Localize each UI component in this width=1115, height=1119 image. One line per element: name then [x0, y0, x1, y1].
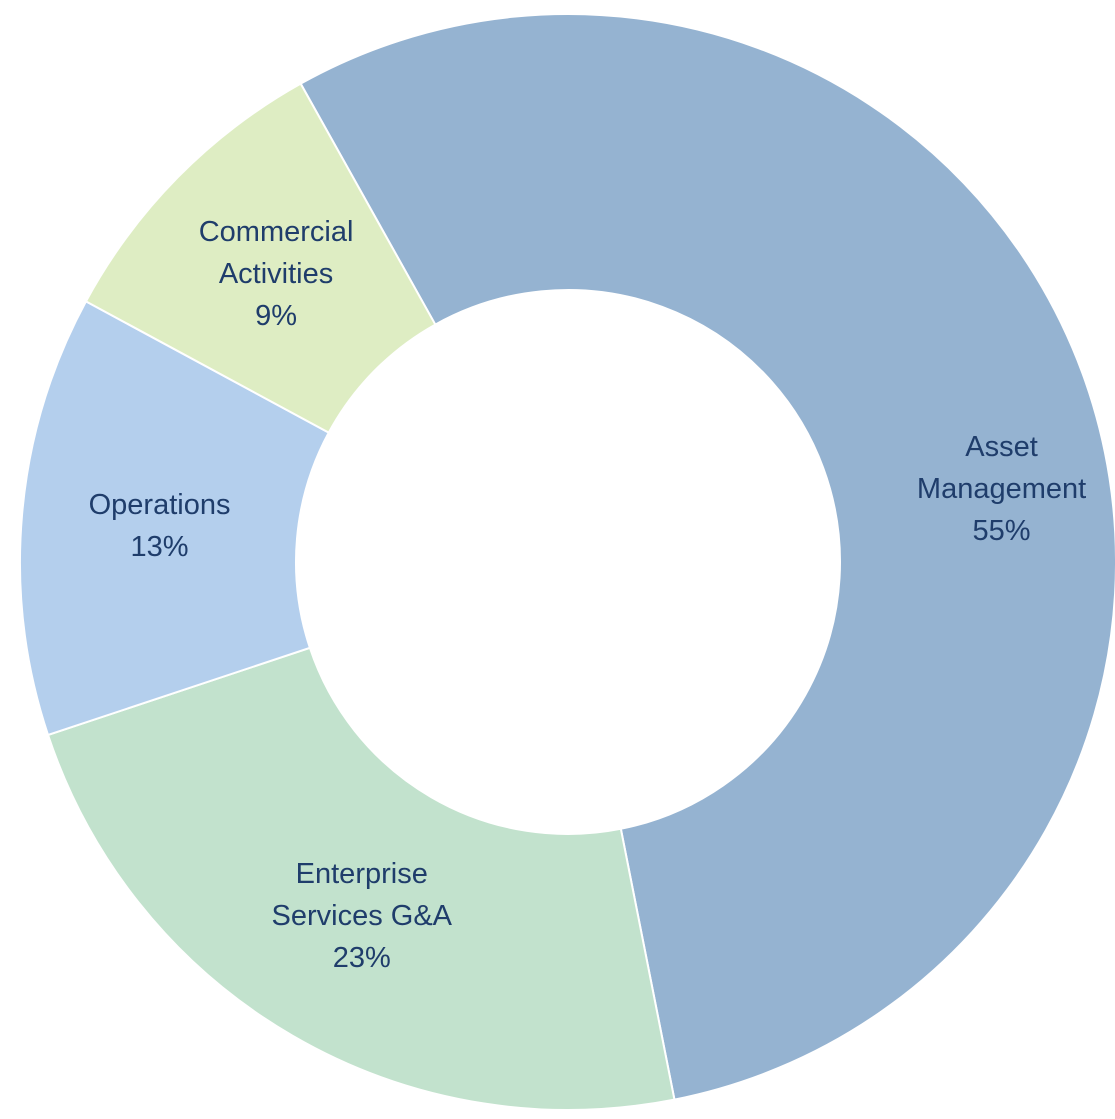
slice-label: Enterprise Services G&A 23%: [242, 853, 482, 979]
donut-slice: [19, 300, 331, 737]
category-label: Commercial Activities: [198, 216, 354, 291]
value-label: 9%: [255, 300, 298, 333]
category-label: Asset Management: [916, 430, 1087, 505]
donut-slice: [84, 82, 437, 434]
slice-label: Commercial Activities 9%: [156, 211, 396, 337]
value-label: 23%: [332, 942, 391, 975]
category-label: Enterprise Services G&A: [271, 858, 453, 933]
slice-label: Operations 13%: [40, 484, 280, 568]
category-label: Operations: [88, 489, 231, 522]
value-label: 55%: [972, 514, 1031, 547]
value-label: 13%: [130, 531, 189, 564]
donut-slice: [46, 646, 676, 1111]
donut-slice: [299, 13, 1115, 1101]
slice-label: Asset Management 55%: [882, 426, 1115, 552]
